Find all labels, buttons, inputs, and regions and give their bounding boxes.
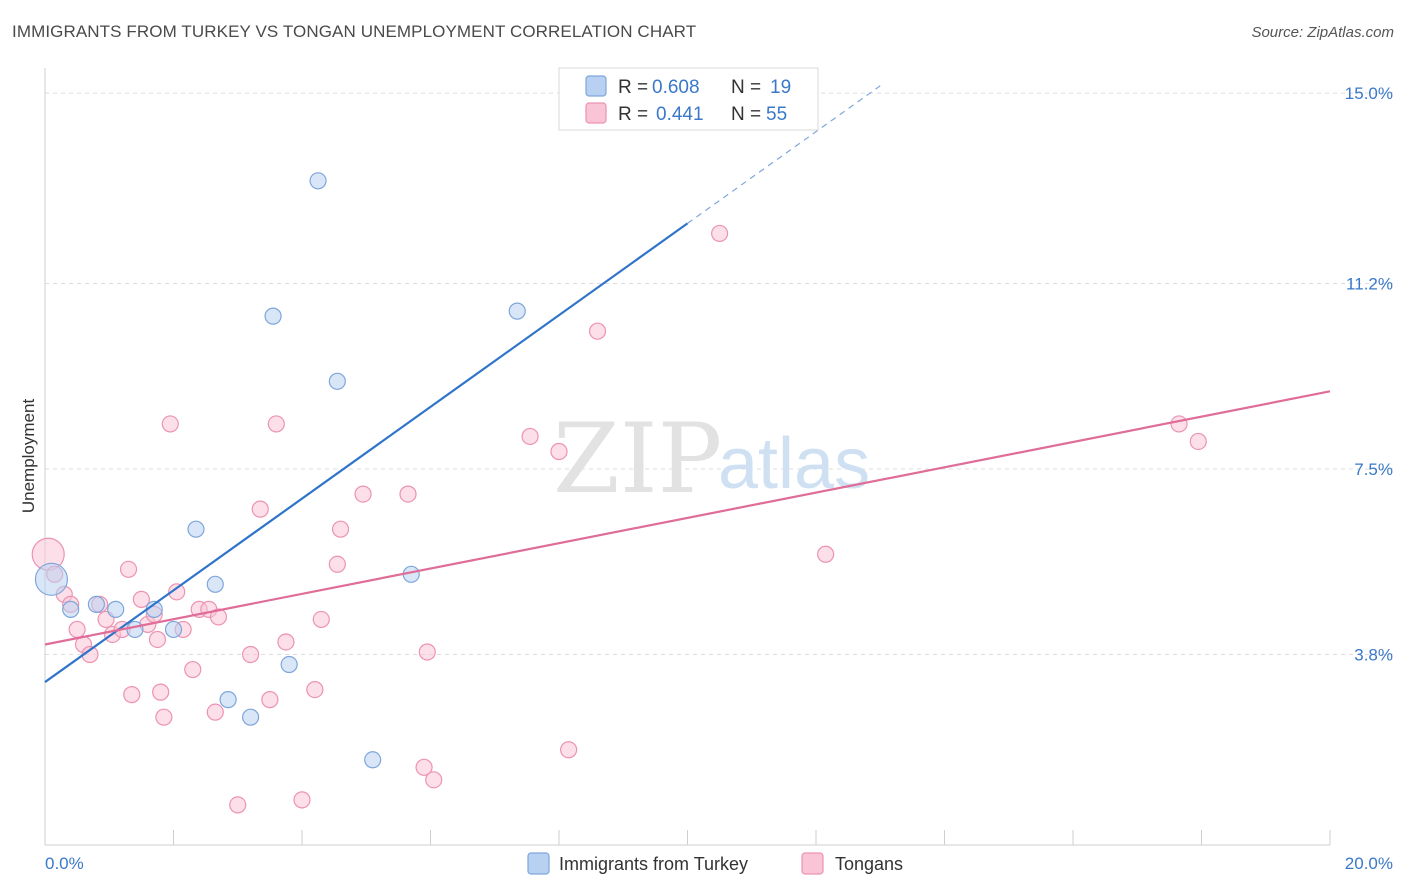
tongan-point	[68, 620, 86, 639]
tongan-point	[209, 608, 228, 626]
tongan-point	[184, 660, 202, 679]
y-tick-label: 7.5%	[1354, 460, 1393, 479]
tongan-point	[123, 686, 141, 704]
x-tick-label-min: 0.0%	[45, 854, 84, 873]
tongan-point	[354, 485, 372, 503]
turkey-point	[264, 307, 282, 325]
legend-r-value-tongan: 0.441	[656, 104, 704, 125]
tongan-trend-line	[44, 390, 1331, 646]
bottom-legend-swatch-turkey	[527, 852, 550, 875]
tongan-point	[560, 741, 578, 759]
turkey-point	[126, 620, 144, 639]
turkey-point	[206, 575, 224, 593]
tongan-point	[425, 771, 443, 789]
tongan-point	[132, 590, 150, 608]
tongan-point	[521, 427, 539, 446]
tongan-point	[267, 415, 285, 433]
legend-n-value-tongan: 55	[766, 104, 787, 125]
turkey-point	[87, 595, 106, 613]
turkey-point	[164, 620, 183, 639]
tongan-point	[155, 708, 173, 726]
legend-swatch-turkey	[585, 75, 607, 97]
tongan-point	[242, 645, 260, 664]
y-tick-label: 3.8%	[1354, 646, 1393, 665]
tongan-point	[1189, 432, 1207, 451]
tongan-point	[399, 485, 417, 503]
y-tick-label: 15.0%	[1345, 84, 1393, 103]
x-tick-marks	[44, 830, 1331, 845]
tongan-point	[418, 643, 436, 661]
bottom-legend: Immigrants from Turkey Tongans	[527, 852, 903, 875]
bottom-legend-swatch-tongan	[801, 852, 824, 875]
tongan-point	[229, 796, 247, 814]
tongan-point	[206, 703, 224, 721]
turkey-point	[107, 600, 125, 618]
tongan-point	[312, 610, 330, 629]
bottom-legend-label-tongan: Tongans	[835, 854, 903, 874]
turkey-point	[242, 708, 260, 726]
turkey-points	[34, 172, 526, 769]
tongan-point	[550, 442, 568, 461]
tongan-point	[168, 583, 186, 601]
turkey-point	[508, 302, 526, 320]
tongan-point	[119, 560, 138, 578]
turkey-point	[187, 520, 205, 538]
legend-n-label-tongan: N =	[731, 104, 761, 125]
tongan-point	[152, 683, 170, 701]
tongan-point	[331, 520, 350, 538]
turkey-trend-line	[44, 222, 689, 683]
bottom-legend-label-turkey: Immigrants from Turkey	[559, 854, 748, 874]
y-axis-label: Unemployment	[19, 399, 38, 514]
tongan-point	[161, 415, 179, 433]
watermark-zip: ZIP	[553, 403, 722, 515]
turkey-point	[219, 691, 237, 709]
legend-r-label-turkey: R =	[618, 77, 648, 98]
turkey-point	[364, 751, 382, 769]
legend-n-value-turkey: 19	[770, 77, 791, 98]
tongan-point	[261, 691, 279, 709]
tongan-point	[277, 633, 295, 651]
legend-r-label-tongan: R =	[618, 104, 648, 125]
tongan-point	[817, 545, 835, 563]
x-tick-label-max: 20.0%	[1345, 854, 1393, 873]
y-tick-label: 11.2%	[1346, 275, 1393, 294]
legend-swatch-tongan	[585, 102, 607, 124]
turkey-point	[328, 372, 346, 390]
tongan-points	[31, 224, 1207, 814]
tongan-point	[306, 680, 324, 699]
watermark: ZIP atlas	[553, 403, 870, 515]
trend-lines	[44, 85, 1331, 683]
turkey-point	[309, 172, 327, 190]
tongan-point	[1170, 415, 1188, 433]
turkey-point	[280, 655, 298, 674]
source-credit: Source: ZipAtlas.com	[1251, 24, 1394, 41]
tongan-point	[588, 322, 607, 340]
legend-r-value-turkey: 0.608	[652, 77, 700, 98]
grid-lines	[45, 92, 1393, 656]
tongan-point	[711, 224, 729, 243]
tongan-point	[251, 500, 269, 518]
tongan-point	[415, 758, 433, 776]
legend-n-label-turkey: N =	[731, 77, 761, 98]
tongan-point	[293, 791, 311, 809]
tongan-point	[328, 555, 346, 573]
tongan-point	[148, 630, 167, 649]
turkey-point	[62, 600, 80, 618]
chart-title: IMMIGRANTS FROM TURKEY VS TONGAN UNEMPLO…	[12, 22, 697, 41]
legend-box: R = 0.608 N = 19 R = 0.441 N = 55	[558, 67, 819, 131]
watermark-atlas: atlas	[718, 424, 870, 504]
turkey-point	[34, 562, 69, 596]
y-tick-labels: 3.8% 7.5% 11.2% 15.0%	[1345, 84, 1393, 664]
